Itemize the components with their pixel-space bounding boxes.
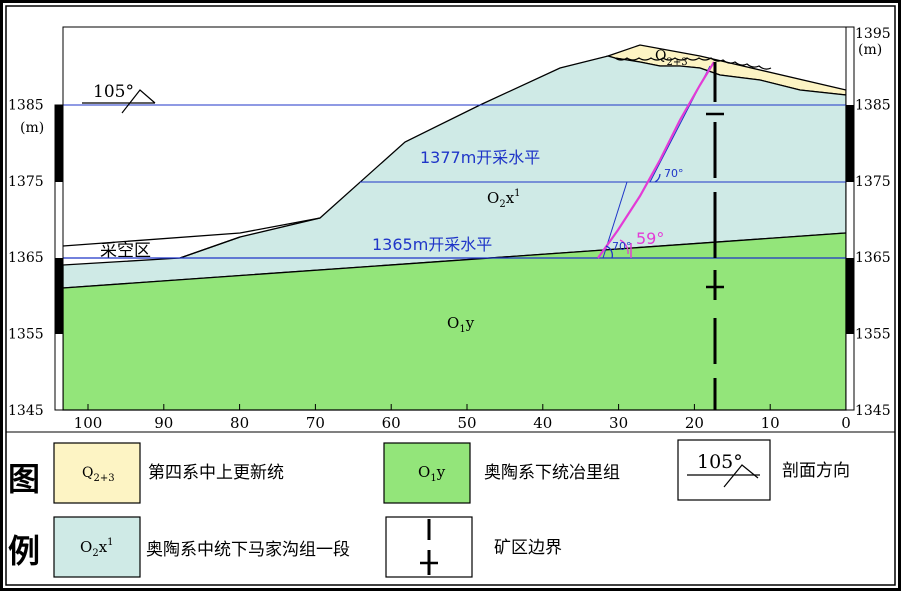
goaf-boundary-lower <box>179 236 241 259</box>
angle-arc-59 <box>619 239 629 255</box>
x-tick-label-10: 0 <box>841 414 851 432</box>
y-left-tick-label-2: 1365 <box>8 250 44 266</box>
o2x1-layer <box>62 55 847 289</box>
legend-label-direction: 剖面方向 <box>782 461 850 481</box>
x-tick-label-6: 40 <box>533 414 552 432</box>
legend-swatch-direction <box>677 439 771 501</box>
legend-swatch-o1y <box>383 442 471 504</box>
y-right-tick-label-2: 1375 <box>855 174 891 190</box>
x-axis-ticks <box>87 404 847 410</box>
direction-arrow-plot <box>82 89 156 114</box>
y-left-tick-label-0: 1385 <box>8 97 44 113</box>
x-tick-label-5: 50 <box>457 414 476 432</box>
y-right-tick-label-0: 1395 <box>855 26 891 42</box>
legend-title-char-1: 图 <box>8 460 40 498</box>
legend-swatch-q <box>53 442 141 504</box>
legend-label-o2x1: 奥陶系中统下马家沟组一段 <box>146 540 350 560</box>
right-scale-bar <box>845 26 855 411</box>
legend-label-o1y: 奥陶系下统冶里组 <box>484 463 620 483</box>
x-tick-label-7: 30 <box>609 414 628 432</box>
legend-swatch-o2x1-label: O2x1 <box>80 537 114 559</box>
x-tick-label-9: 10 <box>761 414 780 432</box>
level-label-1365: 1365m开采水平 <box>372 235 492 254</box>
x-tick-label-0: 100 <box>74 414 103 432</box>
y-unit-right: (m) <box>858 42 882 58</box>
y-left-tick-label-3: 1355 <box>8 327 44 343</box>
legend-swatch-o1y-label: O1y <box>418 463 446 484</box>
level-label-1377: 1377m开采水平 <box>420 148 540 167</box>
angle-arc-70-upper <box>654 173 661 183</box>
y-left-tick-label-4: 1345 <box>8 403 44 419</box>
y-right-tick-label-1: 1385 <box>855 97 891 113</box>
incline-line-59 <box>597 61 715 259</box>
x-tick-label-3: 70 <box>306 414 325 432</box>
x-tick-label-8: 20 <box>685 414 704 432</box>
y-axis-left-labels: 1385 1375 1365 1355 1345 <box>8 97 44 419</box>
goaf-boundary-upper <box>62 217 321 247</box>
legend-boundary-symbol <box>420 519 438 575</box>
x-axis-labels: 100 90 80 70 60 50 40 30 20 10 0 <box>74 414 851 432</box>
x-tick-label-2: 80 <box>230 414 249 432</box>
unit-label-o2x1: O2x1 <box>487 188 521 210</box>
x-tick-label-4: 60 <box>382 414 401 432</box>
angle-label-70-lower: 70° <box>612 240 632 253</box>
legend-label-q: 第四系中上更新统 <box>148 463 284 483</box>
unconformity-wavy-line <box>614 57 772 70</box>
unit-label-o1y: O1y <box>447 314 475 335</box>
angle-label-59: 59° <box>636 229 664 248</box>
legend-swatch-q-label: Q2+3 <box>82 465 115 484</box>
angle-arc-70-lower <box>605 245 614 259</box>
y-left-tick-label-1: 1375 <box>8 174 44 190</box>
legend-swatch-o2x1 <box>53 516 141 578</box>
legend-direction-arrow <box>687 464 760 488</box>
y-right-tick-label-5: 1345 <box>855 403 891 419</box>
direction-value-plot: 105° <box>93 82 134 102</box>
legend-label-boundary: 矿区边界 <box>494 538 562 558</box>
legend-title-char-2: 例 <box>8 532 40 570</box>
y-right-tick-label-4: 1355 <box>855 327 891 343</box>
left-scale-bar <box>54 104 64 411</box>
unit-label-q: Q2+3 <box>655 48 688 68</box>
legend-direction-value: 105° <box>697 451 743 473</box>
angle-label-70-upper: 70° <box>664 167 684 180</box>
y-right-tick-label-3: 1365 <box>855 250 891 266</box>
goaf-label: 采空区 <box>100 241 151 261</box>
y-axis-right-labels: 1395 1385 1375 1365 1355 1345 <box>855 26 891 419</box>
y-unit-left: (m) <box>20 120 44 136</box>
x-tick-label-1: 90 <box>154 414 173 432</box>
inner-border <box>5 5 896 586</box>
